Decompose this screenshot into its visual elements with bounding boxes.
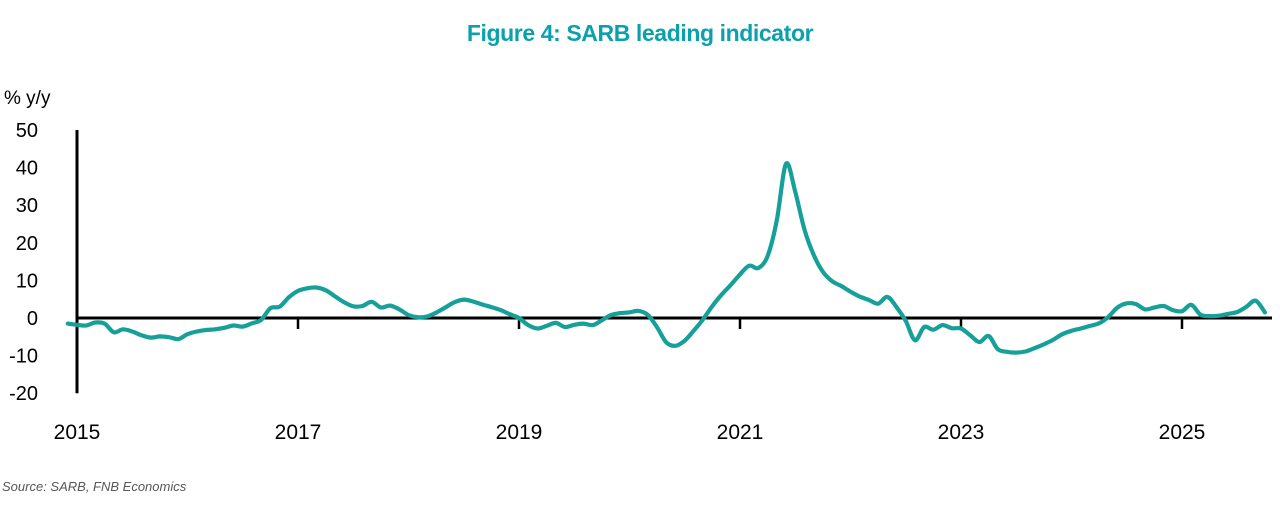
- x-tick-label: 2023: [938, 421, 985, 444]
- x-tick-label: 2017: [275, 421, 322, 444]
- y-tick-label: 50: [16, 120, 38, 142]
- x-tick-label: 2019: [496, 421, 543, 444]
- y-tick-label: -20: [9, 383, 38, 405]
- y-tick-label: 20: [16, 233, 38, 255]
- y-tick-label: -10: [9, 346, 38, 368]
- source-note: Source: SARB, FNB Economics: [2, 479, 187, 494]
- y-tick-label: 0: [27, 308, 38, 330]
- chart-title: Figure 4: SARB leading indicator: [466, 20, 814, 46]
- x-tick-label: 2025: [1159, 421, 1206, 444]
- y-tick-label: 10: [16, 270, 38, 292]
- x-tick-label: 2021: [717, 421, 764, 444]
- y-tick-label: 40: [16, 158, 38, 180]
- y-tick-label: 30: [16, 195, 38, 217]
- x-tick-label: 2015: [54, 421, 101, 444]
- indicator-line: [65, 161, 1267, 355]
- y-axis-unit-label: % y/y: [4, 88, 51, 109]
